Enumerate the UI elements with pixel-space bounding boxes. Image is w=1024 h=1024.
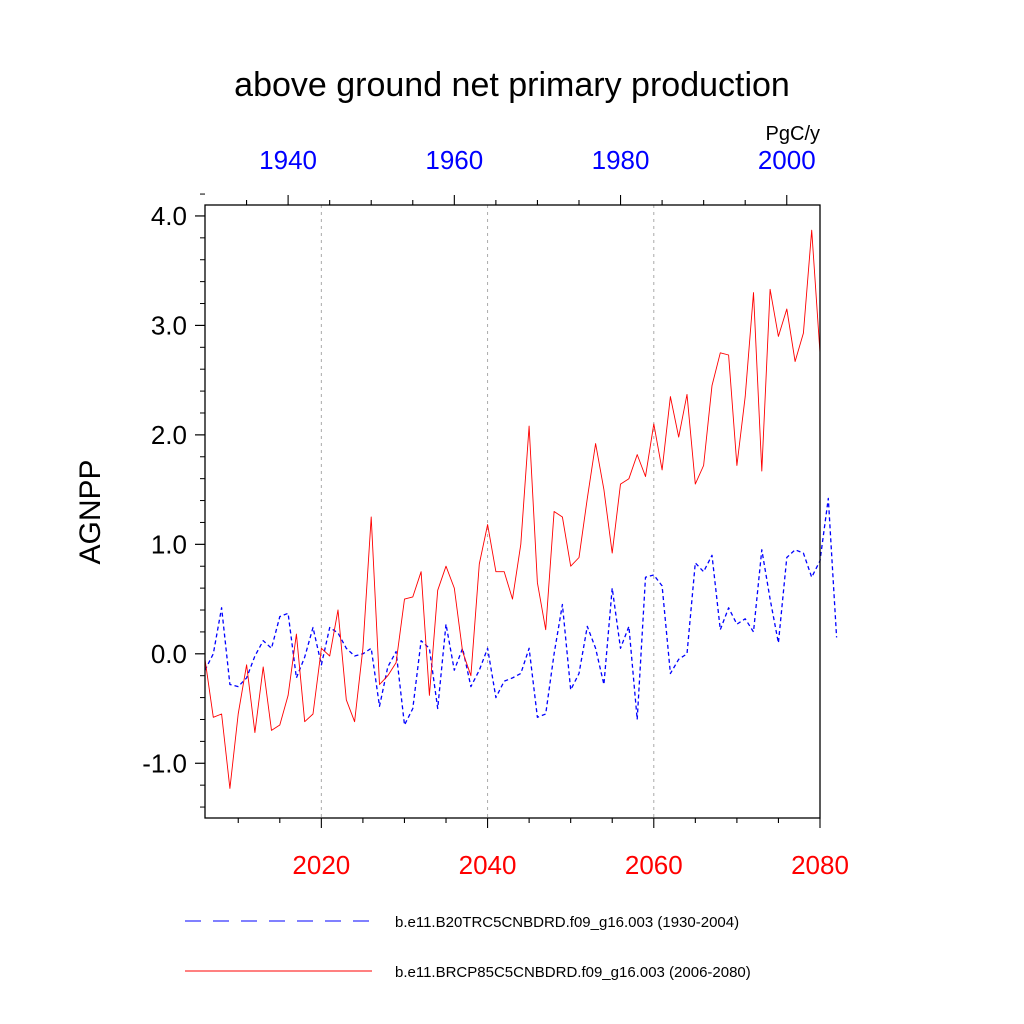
bottom-tick-label: 2040	[459, 850, 517, 880]
series-group	[204, 229, 838, 789]
legend-label: b.e11.B20TRC5CNBDRD.f09_g16.003 (1930-20…	[395, 914, 739, 931]
y-tick-label: 0.0	[151, 639, 187, 669]
top-tick-label: 2000	[758, 145, 816, 175]
plot-frame	[204, 204, 821, 819]
bottom-tick-label: 2020	[292, 850, 350, 880]
legend-label: b.e11.BRCP85C5CNBDRD.f09_g16.003 (2006-2…	[395, 964, 751, 981]
units-label: PgC/y	[766, 123, 820, 145]
top-tick-label: 1960	[425, 145, 483, 175]
historical-series-line	[204, 497, 838, 726]
axes-group: -1.0 0.0 1.0 2.0 3.0 4.0 2020 2040 2060 2080 1940 1…	[142, 145, 849, 880]
y-tick-label: 1.0	[151, 529, 187, 559]
y-tick-label: -1.0	[142, 748, 187, 778]
chart-title: above ground net primary production	[234, 66, 790, 104]
top-tick-label: 1980	[592, 145, 650, 175]
y-tick-label: 3.0	[151, 310, 187, 340]
gridlines	[320, 205, 655, 818]
legend: b.e11.B20TRC5CNBDRD.f09_g16.003 (1930-20…	[185, 914, 751, 981]
y-tick-label: 2.0	[151, 420, 187, 450]
bottom-tick-label: 2080	[791, 850, 849, 880]
top-tick-label: 1940	[259, 145, 317, 175]
bottom-tick-label: 2060	[625, 850, 683, 880]
y-tick-label: 4.0	[151, 201, 187, 231]
rcp85-series-line	[204, 229, 821, 789]
y-axis-label: AGNPP	[74, 459, 107, 564]
